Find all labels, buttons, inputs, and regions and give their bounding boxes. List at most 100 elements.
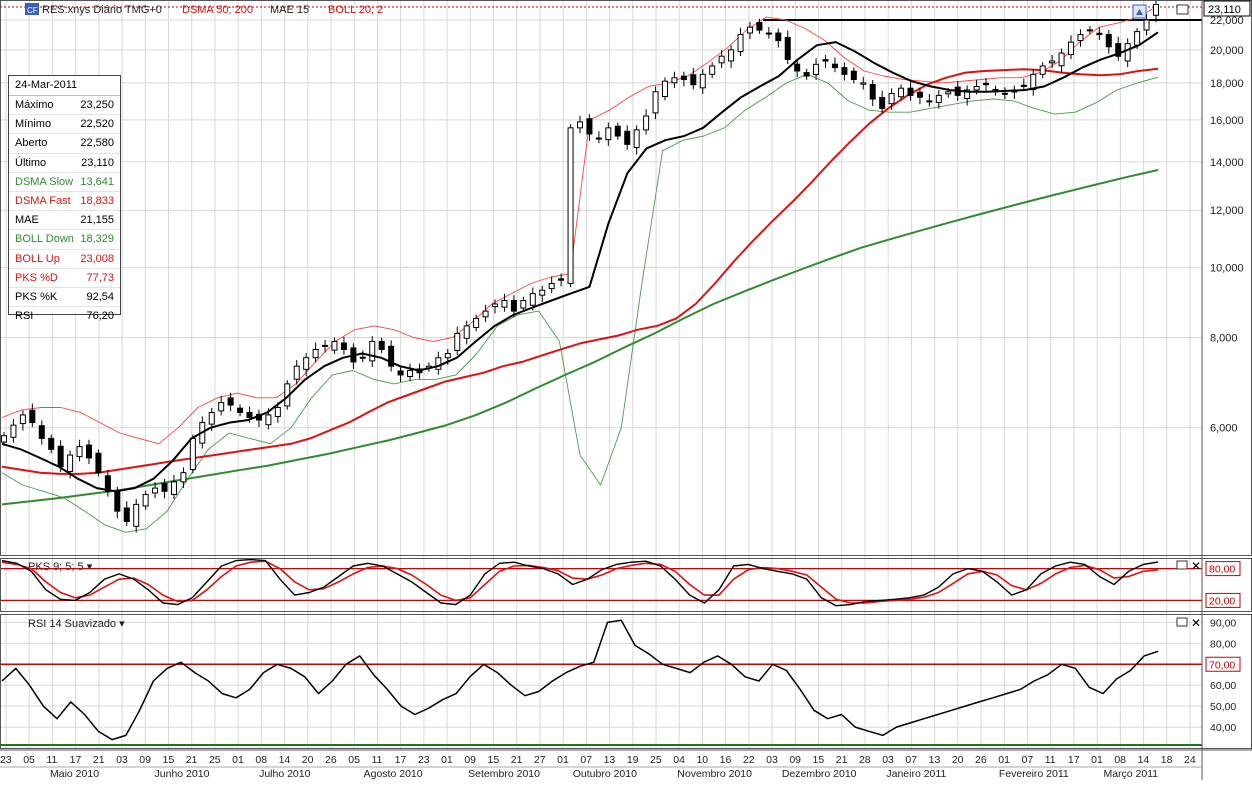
data-window-value: 22,520 <box>80 118 114 131</box>
x-axis-day-label: 27 <box>534 754 546 766</box>
data-window-rows: Máximo 23,250 Mínimo 22,520 Aberto 22,580 Últi… <box>9 96 120 325</box>
x-axis-month-label: Outubro 2010 <box>573 768 637 780</box>
candle-body <box>1001 92 1008 95</box>
x-axis-month-label: Agosto 2010 <box>364 768 423 780</box>
candle-body <box>633 129 640 149</box>
x-axis-day-label: 24 <box>1184 754 1196 766</box>
last-price-badge <box>1203 0 1251 17</box>
boll-up-line <box>1 5 1159 445</box>
x-axis-day-label: 23 <box>0 754 12 766</box>
pks-title: PKS 9; 5; 5 ▾ <box>28 561 93 573</box>
data-window-row: Último 23,110 <box>9 154 120 173</box>
price-tick-label: 16,000 <box>1210 115 1244 127</box>
x-axis-day-label: 25 <box>650 754 662 766</box>
x-axis-day-label: 07 <box>580 754 592 766</box>
header-symbol[interactable]: RES:xnys Diário TMG+0 <box>42 4 162 16</box>
candle-body <box>435 357 442 370</box>
pks-level-badge <box>1205 592 1241 608</box>
data-window-row: DSMA Fast 18,833 <box>9 192 120 212</box>
x-axis-day-label: 09 <box>464 754 476 766</box>
x-axis-day-label: 18 <box>1161 754 1173 766</box>
candle-body <box>397 370 404 376</box>
candle-body <box>690 74 697 86</box>
header-mae[interactable]: MAE 15 <box>270 4 309 16</box>
x-axis-day-label: 23 <box>418 754 430 766</box>
candle-body <box>293 365 300 380</box>
x-axis-day-label: 05 <box>23 754 35 766</box>
rsi-tick-label: 40,00 <box>1210 722 1236 734</box>
data-window-value: 23,008 <box>80 252 114 265</box>
candle-body <box>388 345 395 367</box>
candle-body <box>586 118 593 135</box>
data-window: 24-Mar-2011 Máximo 23,250 Mínimo 22,520 Aber… <box>8 75 121 322</box>
candle-body <box>680 75 687 80</box>
candle-body <box>916 91 923 98</box>
candle-body <box>1030 73 1037 91</box>
candle-body <box>737 34 744 52</box>
x-axis-day-label: 01 <box>557 754 569 766</box>
price-tick-label: 18,000 <box>1210 78 1244 90</box>
candle-body <box>152 487 159 494</box>
candle-body <box>850 70 857 80</box>
data-window-value: 18,833 <box>80 194 114 207</box>
rsi-tick-label: 50,00 <box>1210 701 1236 713</box>
header-dsma[interactable]: DSMA 50; 200 <box>182 4 253 16</box>
candle-body <box>161 482 168 492</box>
header-boll[interactable]: BOLL 20; 2 <box>328 4 383 16</box>
rsi-tick-label: 80,00 <box>1210 638 1236 650</box>
candle-body <box>671 77 678 84</box>
x-axis-day-label: 11 <box>371 754 382 766</box>
candle-body <box>1086 29 1093 32</box>
rsi-level-label: 70,00 <box>1209 659 1235 671</box>
candle-body <box>577 121 583 129</box>
x-axis-day-label: 07 <box>905 754 917 766</box>
rsi-level-badge <box>1205 656 1241 672</box>
x-axis-month-label: Novembro 2010 <box>677 768 752 780</box>
candle-body <box>227 397 234 406</box>
data-window-value: 18,329 <box>80 233 114 246</box>
candle-body <box>888 93 895 105</box>
data-window-label: Máximo <box>15 99 54 111</box>
candle-body <box>595 137 602 140</box>
candle-body <box>454 333 461 351</box>
pks-panel[interactable]: PKS 9; 5; 5 ▾ 80,00 20,00 ✕ <box>0 558 1241 608</box>
x-axis-month-label: Julho 2010 <box>259 768 311 780</box>
maximize-panel-icon[interactable] <box>1176 4 1189 15</box>
rsi-panel[interactable]: RSI 14 Suavizado ▾ 70,00 ✕ <box>0 616 1241 741</box>
rsi-maximize-icon <box>1176 617 1188 627</box>
candle-body <box>1134 31 1141 46</box>
data-window-row: BOLL Down 18,329 <box>9 230 120 250</box>
x-axis-day-label: 01 <box>441 754 453 766</box>
candle-body <box>274 406 281 418</box>
candle-body <box>1068 41 1075 56</box>
x-axis-day-label: 20 <box>302 754 314 766</box>
x-axis-month-label: Maio 2010 <box>50 768 99 780</box>
data-window-value: 23,250 <box>80 99 114 111</box>
candle-body <box>322 344 329 347</box>
price-tick-label: 12,000 <box>1210 205 1244 217</box>
candle-body <box>548 283 555 290</box>
rsi-title: RSI 14 Suavizado ▾ <box>28 618 125 630</box>
x-axis-day-label: 07 <box>1021 754 1033 766</box>
candle-body <box>1115 43 1122 57</box>
x-axis-day-label: 09 <box>789 754 801 766</box>
price-panel[interactable] <box>0 0 1202 533</box>
candle-body <box>29 409 36 424</box>
candle-body <box>331 340 338 351</box>
data-window-value: 76,20 <box>86 310 114 323</box>
candle-body <box>520 299 527 309</box>
candle-body <box>463 325 470 339</box>
data-window-value: 13,641 <box>80 175 114 188</box>
x-axis-month-label: Setembro 2010 <box>468 768 540 780</box>
data-window-row: BOLL Up 23,008 <box>9 250 120 269</box>
candle-body <box>407 370 414 377</box>
candle-body <box>775 32 782 42</box>
x-axis-day-label: 09 <box>139 754 151 766</box>
candle-body <box>133 503 140 527</box>
candle-body <box>492 303 499 307</box>
candle-body <box>746 26 753 34</box>
data-window-row: Mínimo 22,520 <box>9 115 120 135</box>
x-axis-day-label: 17 <box>70 754 82 766</box>
